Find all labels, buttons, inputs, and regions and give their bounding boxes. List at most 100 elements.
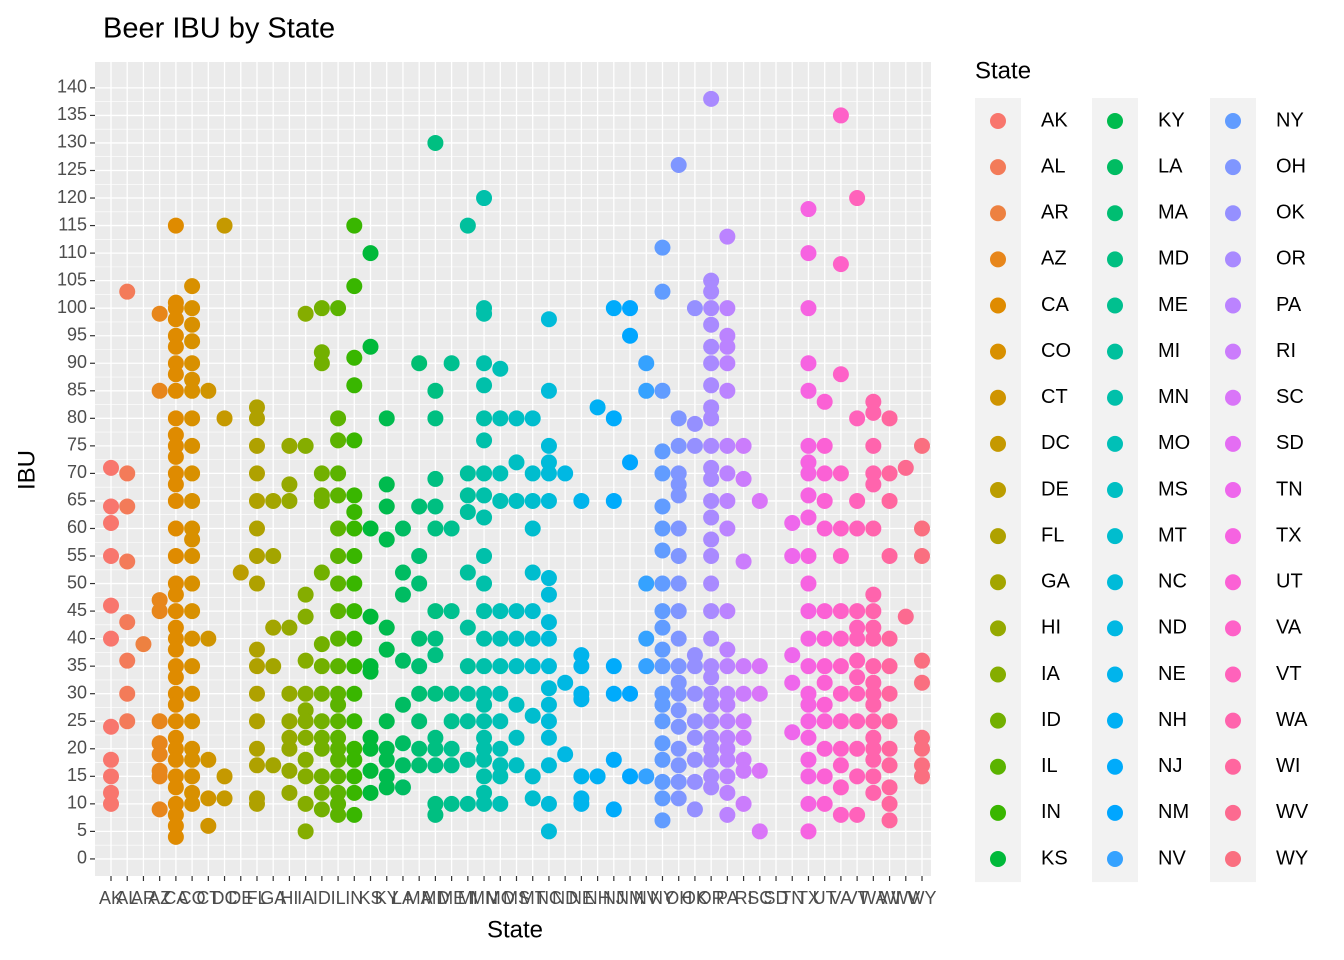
point [313, 300, 330, 317]
point [816, 465, 833, 482]
point [167, 311, 184, 328]
legend-label: VA [1276, 617, 1302, 639]
y-tick-label: 105 [57, 269, 87, 289]
point [816, 768, 833, 785]
point [719, 300, 736, 317]
legend-label: MD [1158, 248, 1189, 270]
point [816, 795, 833, 812]
y-tick-label: 90 [67, 352, 87, 372]
series [865, 393, 882, 801]
point [167, 619, 184, 636]
point [476, 768, 493, 785]
point [427, 757, 444, 774]
point [719, 355, 736, 372]
series [427, 134, 444, 823]
point [557, 674, 574, 691]
point [800, 454, 817, 471]
legend-marker [1225, 482, 1241, 498]
point [816, 713, 833, 730]
series [719, 228, 736, 823]
point [573, 691, 590, 708]
legend-label: TN [1276, 478, 1303, 500]
point [914, 437, 930, 454]
point [492, 658, 509, 675]
point [849, 669, 866, 686]
point [427, 520, 444, 537]
point [703, 470, 720, 487]
point [832, 740, 849, 757]
point [897, 459, 914, 476]
point [670, 674, 687, 691]
point [248, 410, 265, 427]
point [670, 548, 687, 565]
point [654, 239, 671, 256]
legend-marker [1107, 574, 1123, 591]
point [281, 437, 298, 454]
y-tick-label: 60 [67, 517, 87, 537]
point [914, 768, 930, 785]
point [167, 603, 184, 620]
point [703, 410, 720, 427]
point [362, 520, 379, 537]
point [865, 603, 882, 620]
point [476, 713, 493, 730]
legend-marker [1107, 297, 1123, 314]
point [184, 371, 201, 388]
point [670, 476, 687, 493]
point [686, 729, 703, 746]
point [476, 465, 493, 482]
point [248, 641, 265, 658]
point [865, 696, 882, 713]
legend-label: NH [1158, 709, 1187, 731]
point [800, 487, 817, 504]
point [735, 685, 752, 702]
point [832, 256, 849, 273]
point [378, 713, 395, 730]
point [346, 487, 363, 504]
point [800, 465, 817, 482]
point [119, 652, 136, 669]
point [881, 658, 898, 675]
point [362, 663, 379, 680]
point [476, 548, 493, 565]
point [330, 795, 347, 812]
series [119, 283, 136, 730]
point [248, 658, 265, 675]
point [330, 784, 347, 801]
point [508, 410, 525, 427]
point [800, 795, 817, 812]
legend-marker [1225, 297, 1241, 314]
legend-marker [1225, 758, 1241, 775]
point [703, 459, 720, 476]
x-tick-label: NY [650, 888, 675, 908]
legend-label: WA [1276, 709, 1308, 731]
point [784, 514, 801, 531]
point [800, 201, 817, 218]
legend-marker [1225, 343, 1241, 360]
legend-label: MO [1158, 432, 1190, 454]
point [476, 410, 493, 427]
point [297, 652, 314, 669]
series [654, 239, 671, 829]
legend-label: MI [1158, 340, 1180, 362]
legend-label: HI [1041, 617, 1061, 639]
point [865, 674, 882, 691]
point [394, 586, 411, 603]
point [378, 410, 395, 427]
point [865, 586, 882, 603]
point [703, 509, 720, 526]
x-tick-label: AL [116, 888, 138, 908]
point [865, 658, 882, 675]
point [346, 806, 363, 823]
legend-label: AR [1041, 202, 1069, 224]
point [686, 647, 703, 664]
point [427, 685, 444, 702]
point [248, 685, 265, 702]
legend-label: CO [1041, 340, 1071, 362]
point [167, 575, 184, 592]
point [378, 641, 395, 658]
legend-marker [1225, 804, 1241, 821]
point [346, 603, 363, 620]
point [800, 658, 817, 675]
point [540, 696, 557, 713]
